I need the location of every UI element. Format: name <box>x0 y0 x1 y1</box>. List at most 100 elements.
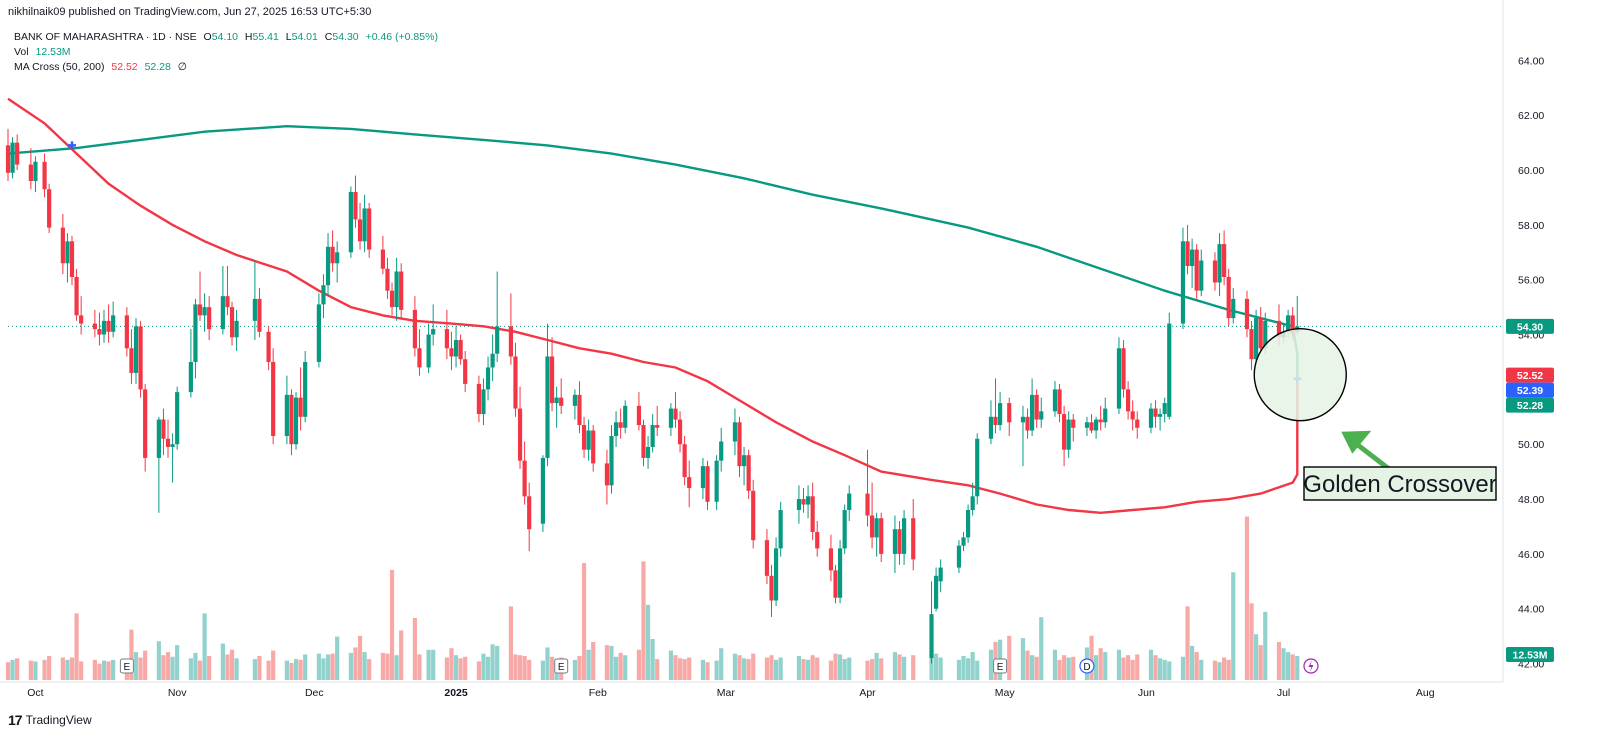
volume-bar <box>778 657 783 680</box>
volume-bar <box>732 653 738 680</box>
volume-bar <box>618 652 623 680</box>
candle-body <box>522 460 527 497</box>
candle-body <box>847 493 852 511</box>
event-marker-label: E <box>997 662 1004 673</box>
candle-body <box>220 296 225 330</box>
candle-body <box>618 422 623 428</box>
candle-body <box>1103 408 1108 423</box>
volume-bar <box>348 652 353 680</box>
volume-bar <box>156 641 161 680</box>
volume-bar <box>1052 649 1058 680</box>
candle-body <box>316 304 321 362</box>
volume-bar <box>650 638 655 680</box>
ma200-line <box>7 124 1299 382</box>
candle-body <box>367 208 372 250</box>
candle-body <box>833 570 838 598</box>
y-tick-label: 64.00 <box>1518 55 1544 67</box>
candle-body <box>1020 416 1026 423</box>
volume-bar <box>645 604 651 680</box>
candle-body <box>737 422 742 467</box>
candle-body <box>1098 419 1103 423</box>
candle-body <box>874 518 879 538</box>
candle-body <box>1190 249 1195 267</box>
volume-bar <box>111 659 116 680</box>
candle-body <box>1030 394 1035 431</box>
candle-body <box>1116 348 1122 409</box>
candle-body <box>751 490 756 541</box>
candle-body <box>449 348 454 357</box>
annotation-arrow-head <box>1341 430 1372 454</box>
volume-bar <box>101 660 107 680</box>
volume-bar <box>609 645 614 680</box>
candle-body <box>623 405 628 428</box>
candle-body <box>225 296 230 308</box>
volume-bar <box>284 660 289 680</box>
volume-bar <box>719 648 724 680</box>
candle-body <box>92 323 97 330</box>
volume-bar <box>549 656 555 680</box>
candle-body <box>207 307 212 330</box>
volume-bar <box>1281 648 1286 680</box>
candle-body <box>426 334 431 368</box>
volume-bar <box>527 659 532 680</box>
volume-bar <box>741 658 747 680</box>
volume-bar <box>1071 656 1076 680</box>
candle-body <box>773 548 779 601</box>
candle-body <box>431 329 436 335</box>
volume-bar <box>74 613 79 680</box>
candle-body <box>677 419 683 445</box>
price-axis-tag-label: 52.39 <box>1517 385 1543 397</box>
volume-bar <box>220 643 225 680</box>
candle-body <box>188 361 193 393</box>
x-tick-label: 2025 <box>444 687 468 699</box>
candle-body <box>481 389 486 415</box>
volume-bar <box>234 658 239 680</box>
candle-body <box>513 356 518 409</box>
volume-bar <box>65 659 70 680</box>
volume-bar <box>10 659 15 680</box>
candle-body <box>1089 422 1094 431</box>
volume-bar <box>316 653 321 680</box>
candle-body <box>668 408 674 428</box>
x-tick-label: Jul <box>1277 687 1290 699</box>
candle-body <box>106 320 111 332</box>
x-tick-label: Apr <box>859 687 876 699</box>
volume-bar <box>1062 655 1067 680</box>
candle-body <box>458 340 463 360</box>
candle-body <box>1217 244 1222 283</box>
volume-bar <box>764 657 770 680</box>
volume-bar <box>933 653 939 680</box>
volume-bar <box>938 657 943 680</box>
volume-bar <box>1185 606 1190 680</box>
footer-brand[interactable]: 17 TradingView <box>8 712 92 728</box>
candle-body <box>389 290 395 308</box>
candle-body <box>741 455 747 467</box>
footer-brand-text: TradingView <box>25 713 92 727</box>
candle-body <box>193 304 198 362</box>
volume-bar <box>673 655 678 680</box>
volume-bar <box>357 635 363 680</box>
candle-body <box>805 496 811 505</box>
candle-body <box>353 191 358 220</box>
candle-body <box>357 219 363 242</box>
legend-low: 54.01 <box>291 31 318 43</box>
candle-body <box>1290 315 1295 335</box>
legend-close: 54.30 <box>332 31 359 43</box>
candle-body <box>650 425 655 447</box>
earnings-marker <box>993 658 1008 674</box>
candle-body <box>485 367 491 390</box>
candle-body <box>293 397 299 445</box>
legend-close-label: C <box>324 31 333 43</box>
candle-body <box>10 142 15 173</box>
candle-body <box>1162 403 1167 415</box>
volume-bar <box>1222 657 1227 680</box>
candle-body <box>687 477 692 489</box>
volume-bar <box>1286 652 1291 680</box>
candle-body <box>234 320 239 338</box>
candle-body <box>60 227 65 264</box>
volume-bar <box>1116 649 1122 680</box>
candle-body <box>609 435 614 486</box>
candle-body <box>572 394 578 406</box>
candle-body <box>682 444 687 478</box>
